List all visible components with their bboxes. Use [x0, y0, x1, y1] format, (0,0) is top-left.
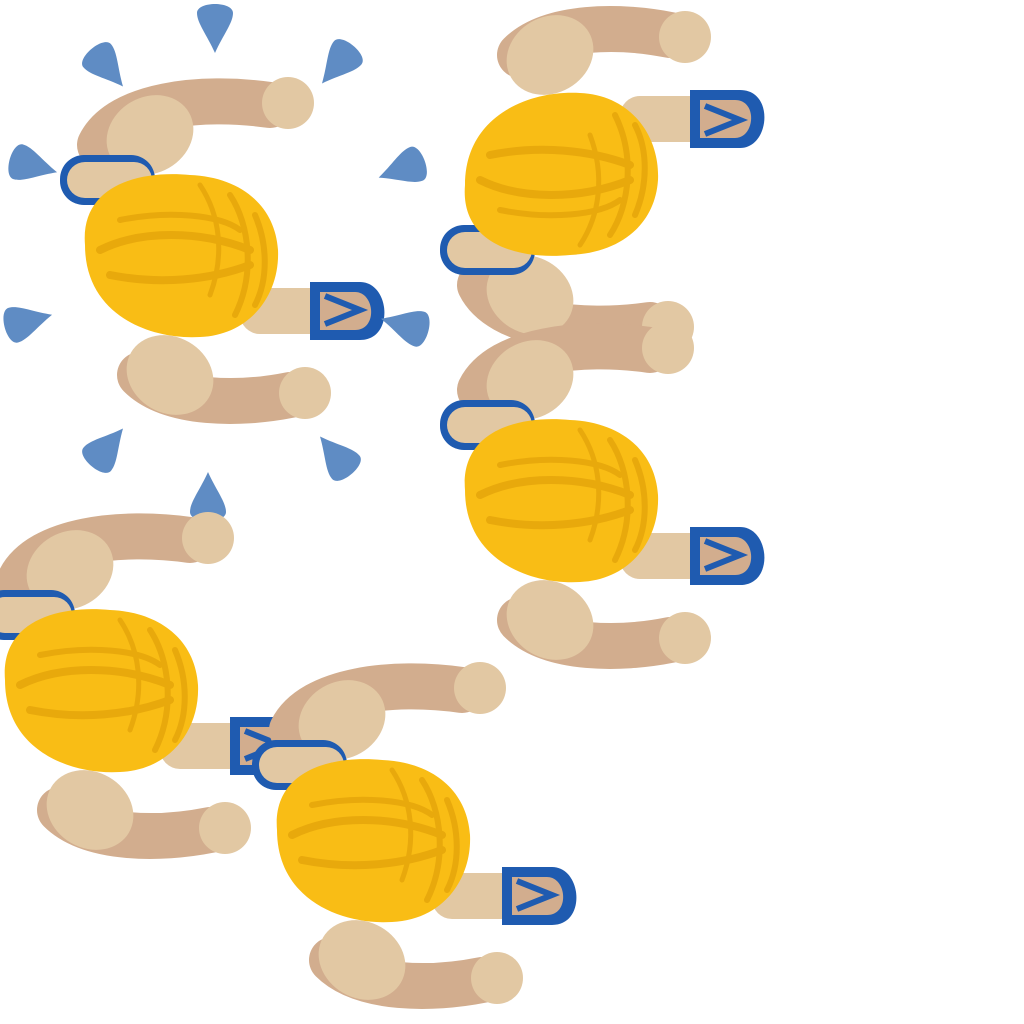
water-drop-icon [376, 301, 433, 349]
walker-3[interactable] [440, 322, 764, 675]
water-drop-icon [77, 37, 137, 99]
water-drop-icon [0, 297, 57, 345]
walker-4[interactable] [0, 512, 304, 865]
water-drop-icon [306, 424, 366, 486]
water-drop-icon [308, 34, 368, 96]
water-drop-icon [5, 142, 62, 190]
water-drop-icon [372, 143, 431, 195]
water-drop-icon [77, 416, 137, 478]
walker-5[interactable] [252, 662, 576, 1015]
walker-1[interactable] [60, 77, 384, 430]
water-drop-icon [197, 4, 233, 53]
walker-2[interactable] [440, 0, 764, 353]
